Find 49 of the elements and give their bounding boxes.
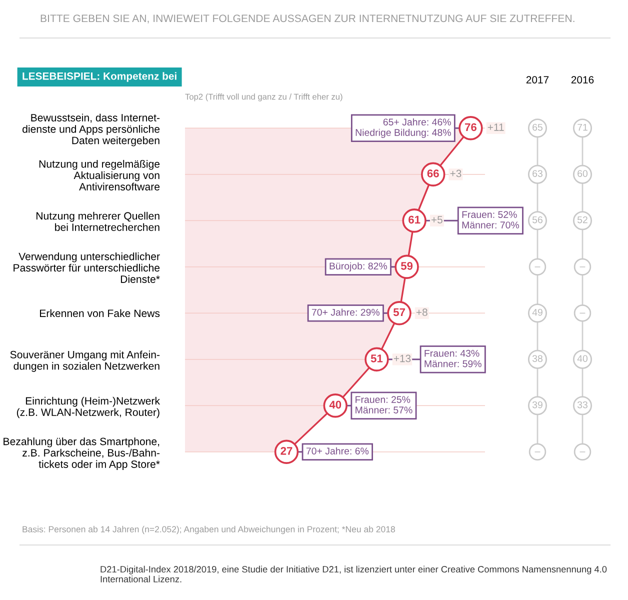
annotation: +11 xyxy=(488,124,504,131)
text: – xyxy=(580,312,586,314)
data-label: 59 xyxy=(400,262,413,270)
text: 60 xyxy=(578,170,588,177)
category-label: 2017 xyxy=(526,76,549,84)
text: – xyxy=(534,266,540,268)
annotation: 65+ Jahre: 46% Niedrige Bildung: 48% xyxy=(356,118,451,138)
text: 40 xyxy=(577,355,588,362)
text: 49 xyxy=(532,308,542,316)
data-label: 40 xyxy=(329,400,342,409)
text: 71 xyxy=(578,124,588,131)
text: – xyxy=(580,266,586,268)
text: LESEBEISPIEL: Kompetenz bei xyxy=(22,72,176,82)
y-tick-label: Erkennen von Fake News xyxy=(40,309,160,318)
y-tick-label: Bezahlung über das Smartphone, z.B. Parkscheine, Bus-/Bahn- tickets oder im App Store* xyxy=(4,437,160,470)
annotation: +13 xyxy=(394,354,411,362)
annotation: Bürojob: 82% xyxy=(330,262,388,272)
text: 63 xyxy=(532,170,542,177)
annotation: +8 xyxy=(416,308,428,316)
y-tick-label: Verwendung unterschiedlicher Passwörter für unterschiedliche Dienste* xyxy=(14,252,160,283)
annotation: 70+ Jahre: 6% xyxy=(306,447,369,454)
y-tick-label: Einrichtung (Heim-)Netzwerk (z.B. WLAN-Netzwerk, Router) xyxy=(16,396,160,418)
data-label: 27 xyxy=(280,446,292,455)
y-tick-label: Nutzung und regelmäßige Aktualisierung von Antivirensoftware xyxy=(39,160,160,190)
data-label: 51 xyxy=(370,354,383,362)
chart-subtitle: Top2 (Trifft voll und ganz zu / Trifft eher zu) xyxy=(185,94,342,102)
data-label: 66 xyxy=(427,169,439,178)
text: D21-Digital-Index 2018/2019, eine Studie der Initiative D21, ist lizenziert unter einer Creative Commons Namensnennung 4.0 International Lizenz. xyxy=(100,566,607,582)
data-label: 61 xyxy=(408,216,420,224)
annotation: Frauen: 25% Männer: 57% xyxy=(356,396,412,414)
category-label: 2016 xyxy=(571,76,594,84)
chart-title: BITTE GEBEN SIE AN, INWIEWEIT FOLGENDE AUSSAGEN ZUR INTERNETNUTZUNG AUF SIE ZUTREFFEN. xyxy=(40,14,574,24)
y-tick-label: Souveräner Umgang mit Anfein- dungen in sozialen Netzwerken xyxy=(10,350,160,372)
annotation: +5 xyxy=(432,216,442,224)
text: 39 xyxy=(532,401,542,408)
text: 56 xyxy=(532,216,542,224)
data-label: 57 xyxy=(393,308,405,316)
annotation: Frauen: 52% Männer: 70% xyxy=(462,211,520,228)
text: 38 xyxy=(532,355,542,362)
text: 33 xyxy=(577,401,588,408)
annotation: +3 xyxy=(450,170,462,178)
data-label: 76 xyxy=(465,123,476,132)
text: Basis: Personen ab 14 Jahren (n=2.052); Angaben und Abweichungen in Prozent; *Neu ab 2018 xyxy=(22,526,395,534)
annotation: 70+ Jahre: 29% xyxy=(312,308,380,316)
annotation: Frauen: 43% Männer: 59% xyxy=(424,350,482,368)
text: 52 xyxy=(577,216,588,224)
text: 65 xyxy=(532,124,542,131)
y-tick-label: Nutzung mehrerer Quellen bei Internetrecherchen xyxy=(36,212,160,232)
y-tick-label: Bewusstsein, dass Internet- dienste und Apps persönliche Daten weitergeben xyxy=(22,114,160,146)
